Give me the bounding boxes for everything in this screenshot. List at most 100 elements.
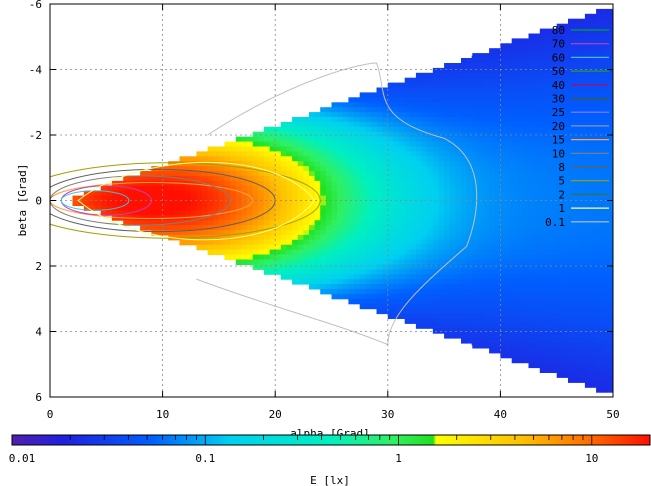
heatmap-cell xyxy=(579,53,586,59)
heatmap-cell xyxy=(286,264,293,270)
heatmap-cell xyxy=(145,210,152,216)
heatmap-cell xyxy=(461,141,468,148)
heatmap-cell xyxy=(168,175,175,182)
heatmap-cell xyxy=(489,195,496,202)
heatmap-cell xyxy=(365,279,372,285)
heatmap-cell xyxy=(590,87,597,93)
heatmap-cell xyxy=(551,87,558,93)
heatmap-cell xyxy=(444,87,451,93)
heatmap-cell xyxy=(331,215,338,221)
heatmap-cell xyxy=(410,249,417,256)
heatmap-cell xyxy=(494,67,501,74)
heatmap-cell xyxy=(573,352,580,359)
heatmap-cell xyxy=(292,234,299,241)
heatmap-cell xyxy=(551,185,558,192)
heatmap-cell xyxy=(534,293,541,300)
heatmap-cell xyxy=(404,215,411,221)
heatmap-cell xyxy=(438,254,445,260)
heatmap-cell xyxy=(263,259,271,265)
heatmap-cell xyxy=(506,259,513,265)
heatmap-cell xyxy=(551,161,558,167)
heatmap-cell xyxy=(263,200,271,206)
heatmap-cell xyxy=(528,161,535,167)
heatmap-cell xyxy=(568,333,575,339)
heatmap-cell xyxy=(292,269,299,275)
y-tick-label: -6 xyxy=(29,0,42,11)
heatmap-cell xyxy=(269,175,276,182)
heatmap-cell xyxy=(522,92,530,98)
heatmap-cell xyxy=(140,205,147,211)
heatmap-cell xyxy=(607,298,613,305)
heatmap-cell xyxy=(399,269,406,275)
heatmap-cell xyxy=(522,166,530,172)
heatmap-cell xyxy=(444,175,451,182)
y-tick-label: 0 xyxy=(35,195,42,208)
heatmap-cell xyxy=(545,107,552,113)
heatmap-cell xyxy=(534,161,541,167)
heatmap-cell xyxy=(601,48,608,54)
heatmap-cell xyxy=(410,92,417,98)
heatmap-cell xyxy=(511,288,518,295)
heatmap-cell xyxy=(506,200,513,206)
heatmap-cell xyxy=(506,102,513,108)
heatmap-cell xyxy=(477,244,485,251)
heatmap-cell xyxy=(528,215,535,221)
heatmap-cell xyxy=(140,171,147,177)
heatmap-cell xyxy=(573,308,580,315)
heatmap-cell xyxy=(382,102,389,108)
heatmap-cell xyxy=(354,151,361,157)
heatmap-cell xyxy=(427,195,434,202)
heatmap-cell xyxy=(455,166,462,172)
heatmap-cell xyxy=(477,82,485,89)
heatmap-cell xyxy=(551,171,558,177)
heatmap-cell xyxy=(472,244,479,251)
heatmap-cell xyxy=(562,53,569,59)
heatmap-cell xyxy=(596,72,603,79)
heatmap-cell xyxy=(337,244,344,251)
heatmap-cell xyxy=(404,97,411,103)
heatmap-cell xyxy=(320,171,327,177)
heatmap-cell xyxy=(432,72,439,79)
heatmap-cell xyxy=(568,303,575,310)
heatmap-cell xyxy=(106,195,113,202)
heatmap-cell xyxy=(562,323,569,329)
heatmap-cell xyxy=(421,156,428,162)
heatmap-cell xyxy=(477,72,485,79)
heatmap-cell xyxy=(83,205,90,211)
heatmap-cell xyxy=(562,92,569,98)
heatmap-cell xyxy=(477,220,485,226)
heatmap-cell xyxy=(235,180,242,187)
heatmap-cell xyxy=(421,220,428,226)
heatmap-cell xyxy=(511,298,518,305)
heatmap-cell xyxy=(601,274,608,280)
heatmap-cell xyxy=(472,136,479,143)
heatmap-cell xyxy=(297,230,304,236)
heatmap-cell xyxy=(568,357,575,364)
heatmap-cell xyxy=(314,210,321,216)
heatmap-cell xyxy=(382,175,389,182)
heatmap-cell xyxy=(511,244,518,251)
heatmap-cell xyxy=(337,288,344,295)
heatmap-cell xyxy=(522,244,530,251)
heatmap-cell xyxy=(528,102,535,108)
heatmap-cell xyxy=(376,126,383,133)
heatmap-cell xyxy=(196,230,203,236)
heatmap-cell xyxy=(511,215,518,221)
heatmap-cell xyxy=(286,175,293,182)
heatmap-cell xyxy=(472,338,479,344)
heatmap-cell xyxy=(556,372,563,378)
heatmap-cell xyxy=(309,136,316,143)
heatmap-cell xyxy=(387,288,394,295)
heatmap-cell xyxy=(410,288,417,295)
heatmap-cell xyxy=(162,190,169,197)
heatmap-cell xyxy=(545,72,552,79)
heatmap-cell xyxy=(511,210,518,216)
heatmap-cell xyxy=(348,269,355,275)
heatmap-cell xyxy=(438,200,445,206)
heatmap-cell xyxy=(461,195,468,202)
heatmap-cell xyxy=(252,239,259,246)
heatmap-cell xyxy=(224,190,231,197)
heatmap-cell xyxy=(528,328,535,334)
heatmap-cell xyxy=(185,175,192,182)
heatmap-cell xyxy=(607,171,613,177)
